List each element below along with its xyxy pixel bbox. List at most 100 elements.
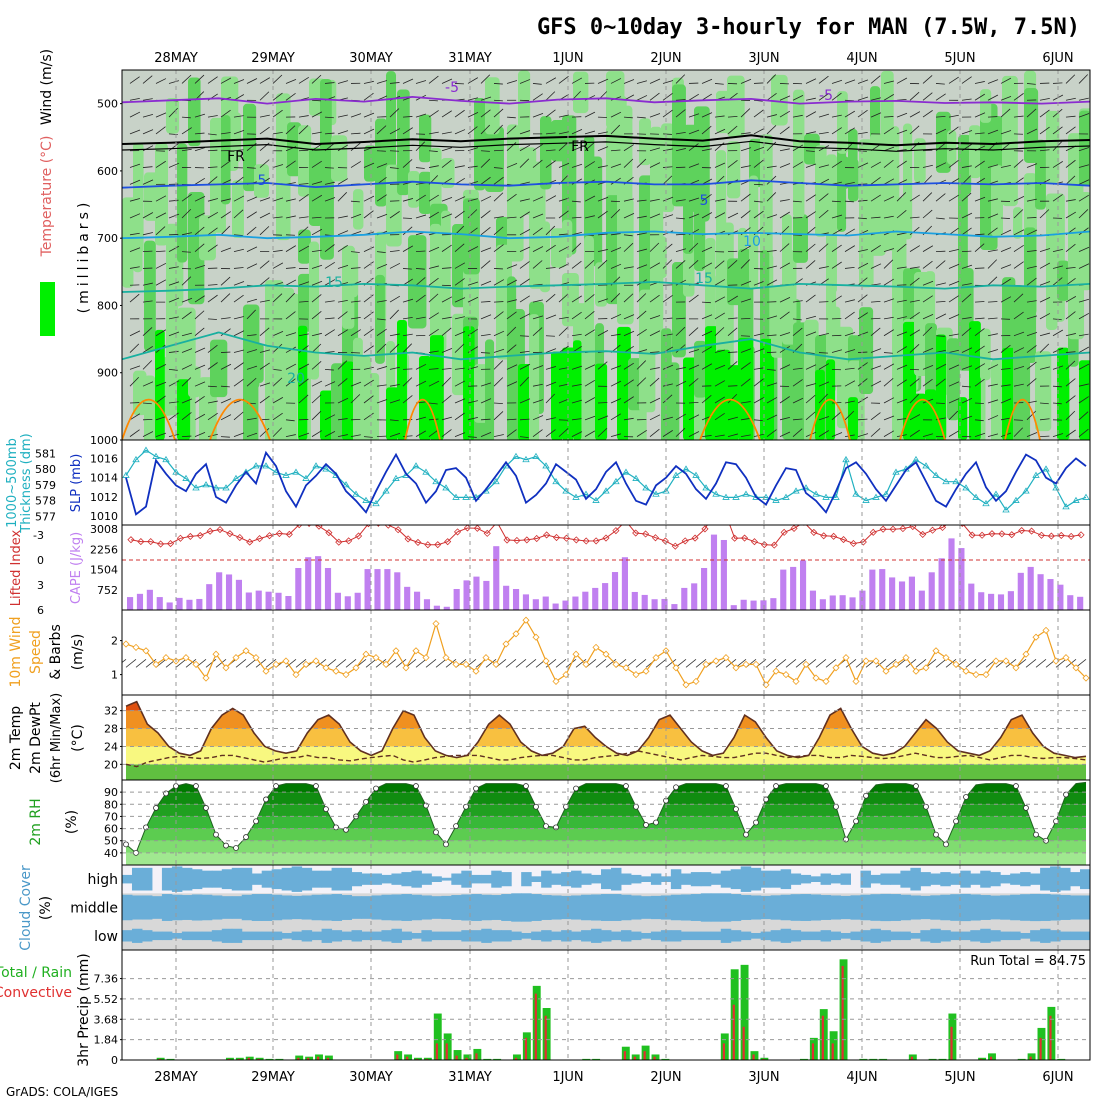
- wind-barb: [1027, 217, 1036, 218]
- rh-point: [244, 835, 249, 840]
- rh-region-high: [848, 397, 858, 440]
- cloud-middle-bar: [302, 895, 312, 919]
- cloud-low-bar: [581, 930, 591, 941]
- rh-point: [774, 784, 779, 789]
- rh-region-high: [463, 326, 475, 440]
- y-tick-label: 1014: [90, 472, 118, 485]
- cloud-middle-bar: [1050, 894, 1060, 920]
- wind-barb: [336, 659, 346, 667]
- thickness-label: Thickness (dm): [19, 433, 34, 533]
- rh-point: [724, 784, 729, 789]
- cloud-high-bar: [591, 875, 601, 884]
- precip-convective-bar: [1039, 1038, 1041, 1060]
- cloud-low-bar: [741, 932, 751, 941]
- y-tick-label: 700: [97, 232, 118, 245]
- cloud-middle-bar: [252, 894, 262, 921]
- cloud-low-bar: [821, 930, 831, 941]
- y-tick-label: 7.36: [94, 973, 119, 986]
- cloud-high-bar: [701, 872, 711, 886]
- cloud-low-bar: [591, 929, 601, 943]
- cape-bar: [216, 572, 222, 610]
- cape-bar: [1028, 567, 1034, 610]
- cloud-low-bar: [910, 933, 920, 939]
- cloud-high-bar: [371, 874, 381, 885]
- cloud-low-bar: [541, 930, 551, 941]
- panel-wind-plot: [116, 617, 1089, 688]
- cloud-middle-bar: [711, 893, 721, 921]
- cloud-low-bar: [1050, 930, 1060, 941]
- cape-bar: [790, 567, 796, 610]
- rh-region: [650, 195, 663, 324]
- cloud-low-bar: [362, 932, 372, 941]
- cloud-high-bar: [122, 875, 132, 884]
- y-tick-label: 800: [97, 299, 118, 312]
- rh-point: [744, 832, 749, 837]
- li-point: [306, 520, 312, 526]
- thickness-tick-label: 581: [35, 447, 56, 460]
- wind-barb: [975, 268, 984, 269]
- rh-region: [903, 124, 912, 240]
- cloud-low-bar: [242, 932, 252, 941]
- cloud-middle-bar: [850, 895, 860, 919]
- rh-region: [584, 236, 594, 347]
- cloud-high-bar: [431, 876, 441, 882]
- cloud-middle-bar: [970, 894, 980, 920]
- cloud-middle-bar: [511, 893, 521, 921]
- rh-point: [754, 820, 759, 825]
- cloud-middle-bar: [1070, 895, 1080, 919]
- cloud-middle-bar: [731, 894, 741, 921]
- li-point: [949, 518, 955, 524]
- rh-point: [914, 784, 919, 789]
- speed-label: Speed: [28, 630, 44, 674]
- cloud-low-bar: [681, 932, 691, 941]
- rh-point: [474, 786, 479, 791]
- cape-bar: [622, 557, 628, 610]
- rh-region: [617, 106, 632, 205]
- cloud-middle-bar: [232, 896, 242, 919]
- cloud-middle-bar: [821, 895, 831, 920]
- cloud-low-bar: [761, 932, 771, 941]
- cloud-middle-bar: [282, 895, 292, 919]
- cloud-high-bar: [1060, 868, 1070, 891]
- cape-bar: [305, 557, 311, 610]
- cloud-high-bar: [571, 871, 581, 888]
- rh-region: [562, 220, 572, 258]
- cloud-low-bar: [801, 932, 811, 941]
- cape-bar: [176, 598, 182, 610]
- li-point: [712, 509, 718, 515]
- cloud-high-bar: [312, 871, 322, 888]
- top-date-label: 1JUN: [552, 51, 583, 66]
- cloud-low-bar: [401, 932, 411, 941]
- cloud-middle-bar: [781, 895, 791, 921]
- contour-label: 10: [743, 234, 761, 250]
- cloud-low-bar: [172, 933, 182, 939]
- cloud-middle-bar: [142, 895, 152, 919]
- bottom-date-label: 28MAY: [154, 1070, 198, 1085]
- cloud-high-bar: [242, 868, 252, 891]
- cloud-low-bar: [561, 930, 571, 941]
- temperature-band: [122, 764, 1090, 780]
- rh-region: [694, 341, 707, 398]
- top-date-label: 6JUN: [1042, 51, 1073, 66]
- thickness-tick-label: 579: [35, 479, 56, 492]
- rh-region: [485, 339, 494, 448]
- rh-band: [122, 853, 1090, 865]
- cloud-high-bar: [441, 878, 451, 881]
- rh-point: [554, 825, 559, 830]
- cloud-middle-bar: [1010, 895, 1020, 921]
- rh-point: [834, 804, 839, 809]
- cloud-low-bar: [651, 932, 661, 941]
- cape-bar: [1067, 595, 1073, 610]
- cape-bar: [879, 569, 885, 610]
- rh-axis-labels: 2m RH(%): [28, 798, 80, 845]
- y-tick-label: 600: [97, 165, 118, 178]
- y-tick-label: 500: [97, 98, 118, 111]
- cloud-cover-label: Cloud Cover: [18, 865, 34, 951]
- y-tick-label: 752: [97, 584, 118, 597]
- cape-bar: [384, 569, 390, 610]
- y-tick-label: 1000: [90, 434, 118, 447]
- dewpt-label: 2m DewPt: [28, 702, 44, 774]
